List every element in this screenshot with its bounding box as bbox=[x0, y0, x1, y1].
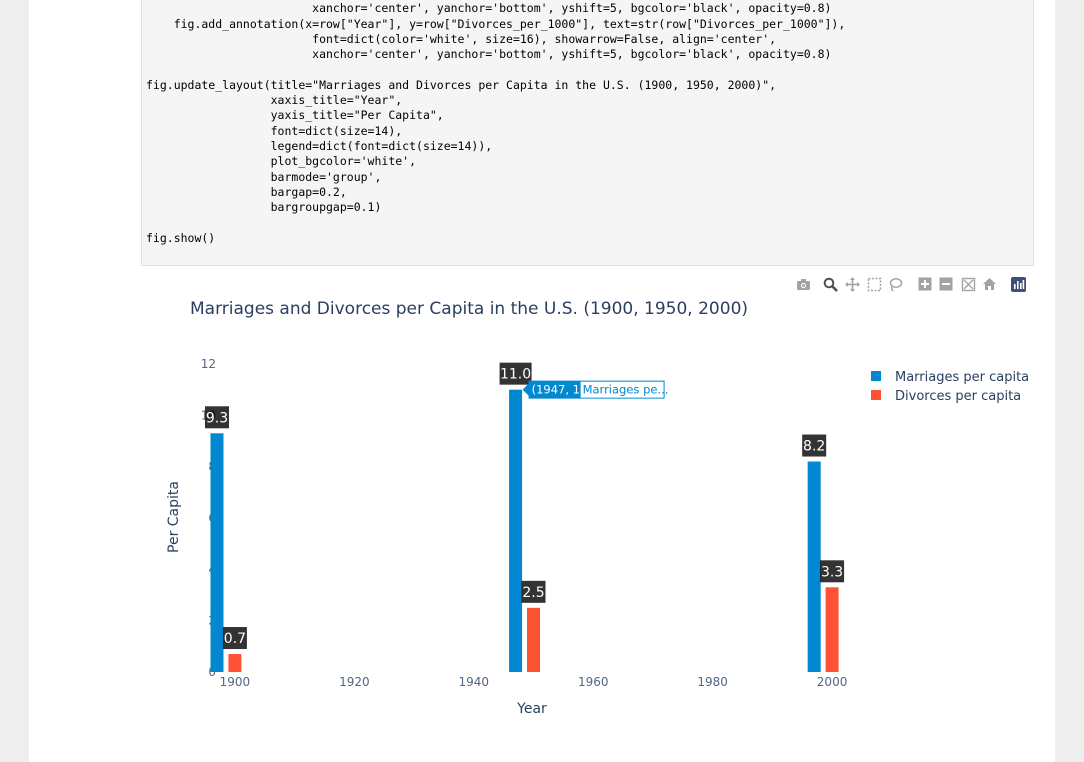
code-line: fig.show() bbox=[146, 231, 216, 245]
x-tick-label: 1940 bbox=[459, 675, 490, 689]
code-line: bargroupgap=0.1) bbox=[146, 200, 382, 214]
code-line: yaxis_title="Per Capita", bbox=[146, 108, 444, 122]
code-line: fig.update_layout(title="Marriages and D… bbox=[146, 78, 777, 92]
x-tick-label: 1980 bbox=[697, 675, 728, 689]
legend[interactable]: Marriages per capita Divorces per capita bbox=[871, 370, 1029, 404]
legend-item[interactable]: Divorces per capita bbox=[871, 389, 1021, 404]
code-line: fig.add_annotation(x=row["Year"], y=row[… bbox=[146, 17, 846, 31]
marriages-bar[interactable] bbox=[509, 389, 523, 672]
zoom-in-icon[interactable] bbox=[917, 276, 933, 292]
plotly-logo-icon[interactable] bbox=[1010, 276, 1026, 292]
value-annotation-label: 0.7 bbox=[224, 631, 246, 647]
value-annotation-label: 9.3 bbox=[206, 410, 228, 426]
value-annotation: 0.7 bbox=[222, 627, 247, 650]
x-tick-label: 1900 bbox=[220, 675, 251, 689]
value-annotation: 2.5 bbox=[521, 580, 546, 603]
value-annotation: 3.3 bbox=[820, 560, 845, 583]
legend-swatch bbox=[871, 371, 881, 381]
code-line: xaxis_title="Year", bbox=[146, 93, 403, 107]
y-axis-title: Per Capita bbox=[166, 481, 182, 553]
code-line: barmode='group', bbox=[146, 170, 382, 184]
hover-value: (1947, 11) bbox=[532, 383, 592, 397]
code-line: xanchor='center', yanchor='bottom', yshi… bbox=[146, 47, 832, 61]
value-annotation-label: 3.3 bbox=[821, 564, 843, 580]
legend-label: Marriages per capita bbox=[895, 370, 1029, 385]
value-annotation: 9.3 bbox=[205, 406, 229, 429]
marriages-bar[interactable] bbox=[807, 461, 821, 672]
x-tick-label: 1920 bbox=[339, 675, 370, 689]
hover-name-bg bbox=[580, 381, 664, 398]
value-annotation-label: 11.0 bbox=[500, 367, 531, 383]
pan-icon[interactable] bbox=[844, 276, 860, 292]
zoom-out-icon[interactable] bbox=[938, 276, 954, 292]
y-tick-label: 12 bbox=[201, 357, 216, 371]
divorces-bar[interactable] bbox=[527, 607, 540, 672]
value-annotation-label: 8.2 bbox=[803, 439, 825, 455]
chart-title: Marriages and Divorces per Capita in the… bbox=[190, 299, 749, 319]
x-tick-label: 2000 bbox=[817, 675, 848, 689]
code-line: legend=dict(font=dict(size=14)), bbox=[146, 139, 493, 153]
reset-axes-icon[interactable] bbox=[981, 276, 997, 292]
value-annotation-label: 2.5 bbox=[522, 585, 544, 601]
value-annotation: 11.0 bbox=[499, 362, 532, 385]
code-line: plot_bgcolor='white', bbox=[146, 154, 417, 168]
code-line: font=dict(size=14), bbox=[146, 124, 403, 138]
lasso-icon[interactable] bbox=[887, 276, 903, 292]
legend-item[interactable]: Marriages per capita bbox=[871, 370, 1029, 385]
hover-series-name: Marriages pe... bbox=[583, 383, 669, 397]
x-axis-title: Year bbox=[516, 701, 547, 717]
box-select-icon[interactable] bbox=[866, 276, 882, 292]
value-annotation: 8.2 bbox=[802, 434, 827, 457]
hover-tooltip: (1947, 11)Marriages pe... bbox=[522, 380, 669, 399]
camera-icon[interactable] bbox=[795, 276, 811, 292]
marriages-bar[interactable] bbox=[210, 433, 224, 672]
divorces-bar[interactable] bbox=[825, 587, 839, 672]
code-line: xanchor='center', yanchor='bottom', yshi… bbox=[146, 1, 832, 15]
autoscale-icon[interactable] bbox=[960, 276, 976, 292]
legend-label: Divorces per capita bbox=[895, 389, 1021, 404]
zoom-icon[interactable] bbox=[822, 276, 838, 292]
x-tick-label: 1960 bbox=[578, 675, 609, 689]
legend-swatch bbox=[871, 390, 881, 400]
code-line: bargap=0.2, bbox=[146, 185, 347, 199]
code-cell[interactable]: xanchor='center', yanchor='bottom', yshi… bbox=[141, 0, 1034, 266]
code-line: font=dict(color='white', size=16), showa… bbox=[146, 32, 777, 46]
divorces-bar[interactable] bbox=[228, 654, 242, 672]
